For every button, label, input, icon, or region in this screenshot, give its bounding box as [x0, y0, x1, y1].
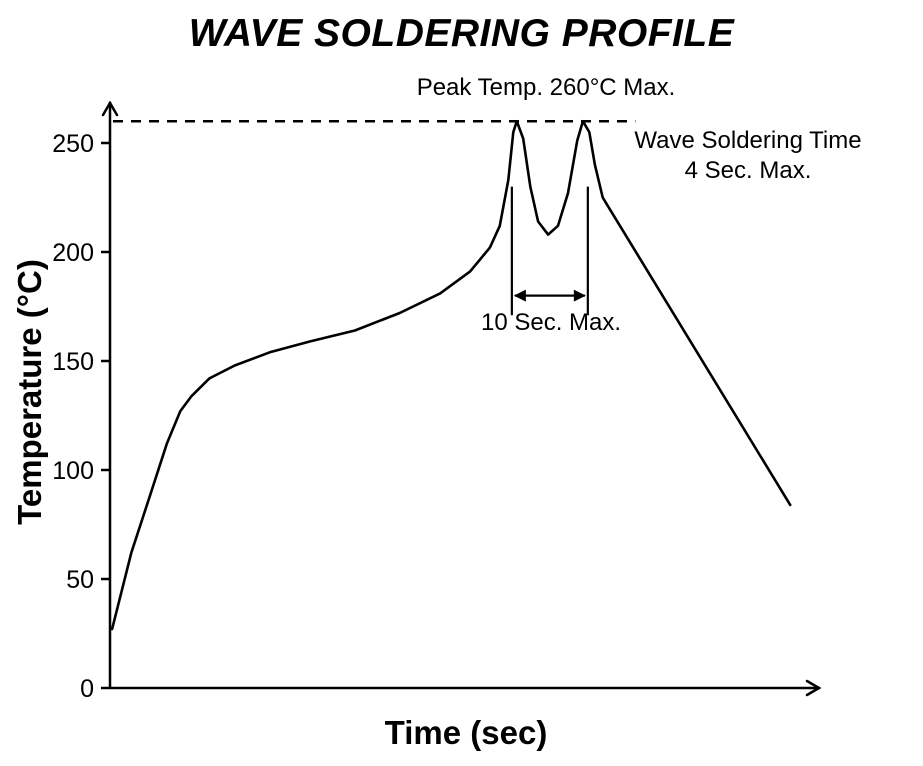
window-arrowhead-right-icon — [573, 289, 586, 302]
x-axis-label: Time (sec) — [384, 714, 548, 751]
y-tick-label: 200 — [52, 239, 94, 267]
chart-title: WAVE SOLDERING PROFILE — [188, 12, 735, 55]
y-axis-arrowhead-icon — [101, 100, 119, 117]
annotation-wave-time-max: 4 Sec. Max. — [684, 157, 812, 184]
window-arrowhead-left-icon — [513, 289, 526, 302]
y-tick-label: 100 — [52, 457, 94, 485]
temperature-curve — [110, 119, 792, 631]
x-axis-arrowhead-icon — [805, 679, 822, 697]
annotation-window-duration: 10 Sec. Max. — [480, 309, 622, 336]
y-tick-label: 50 — [66, 566, 94, 594]
y-tick-label: 250 — [52, 130, 94, 158]
y-tick-label: 150 — [52, 348, 94, 376]
y-axis-label: Temperature (°C) — [11, 259, 48, 525]
y-tick-label: 0 — [80, 675, 94, 703]
annotation-peak-temp: Peak Temp. 260°C Max. — [416, 74, 676, 101]
annotation-wave-soldering-time: Wave Soldering Time — [634, 127, 862, 154]
